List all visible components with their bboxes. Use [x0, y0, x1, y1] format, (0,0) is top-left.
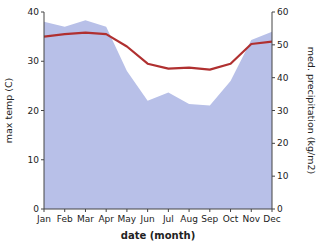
y-tick-label: 30 — [28, 56, 40, 66]
y2-tick — [272, 12, 275, 13]
y-tick — [41, 61, 44, 62]
x-tick — [168, 209, 169, 212]
x-tick — [209, 209, 210, 212]
x-tick-label: Nov — [242, 214, 260, 224]
x-tick-label: Dec — [263, 214, 280, 224]
axes: JanFebMarAprMayJunJulAugSepOctNovDec0102… — [28, 7, 289, 224]
y2-tick — [272, 209, 275, 210]
x-tick — [85, 209, 86, 212]
y2-tick-label: 10 — [277, 171, 289, 181]
x-tick-label: Feb — [57, 214, 73, 224]
x-tick — [251, 209, 252, 212]
y2-tick-label: 60 — [277, 7, 289, 17]
x-tick — [126, 209, 127, 212]
chart-svg: JanFebMarAprMayJunJulAugSepOctNovDec0102… — [0, 0, 318, 247]
x-tick — [147, 209, 148, 212]
chart-container: JanFebMarAprMayJunJulAugSepOctNovDec0102… — [0, 0, 318, 247]
x-tick-label: Jul — [162, 214, 174, 224]
y2-tick — [272, 143, 275, 144]
y-tick-label: 40 — [28, 7, 40, 17]
x-tick — [106, 209, 107, 212]
x-axis-title: date (month) — [121, 230, 195, 241]
y-tick — [41, 209, 44, 210]
y2-tick-label: 40 — [277, 73, 289, 83]
x-tick-label: Jan — [36, 214, 51, 224]
x-tick-label: Jun — [140, 214, 155, 224]
x-axis-line — [44, 209, 272, 210]
y-tick-label: 20 — [28, 106, 40, 116]
temp-line — [44, 33, 272, 70]
y-tick-label: 10 — [28, 155, 40, 165]
x-tick-label: Oct — [223, 214, 239, 224]
x-tick — [189, 209, 190, 212]
y-tick-label: 0 — [33, 204, 39, 214]
y2-tick-label: 50 — [277, 40, 289, 50]
y2-tick — [272, 110, 275, 111]
precip-area — [44, 20, 272, 209]
x-tick — [230, 209, 231, 212]
x-tick-label: Apr — [98, 214, 114, 224]
y2-axis-title: med. precipitation (kg/m2) — [306, 47, 317, 174]
y-axis-title: max temp (C) — [3, 78, 14, 144]
y2-tick — [272, 176, 275, 177]
y2-tick — [272, 44, 275, 45]
y2-tick — [272, 77, 275, 78]
y-tick — [41, 110, 44, 111]
y2-tick-label: 30 — [277, 106, 289, 116]
marks — [44, 20, 272, 209]
y-tick — [41, 159, 44, 160]
x-tick-label: May — [118, 214, 137, 224]
x-tick-label: Sep — [201, 214, 218, 224]
x-tick-label: Mar — [77, 214, 94, 224]
x-tick — [64, 209, 65, 212]
y2-tick-label: 0 — [277, 204, 283, 214]
y-tick — [41, 12, 44, 13]
x-tick-label: Aug — [180, 214, 198, 224]
y2-tick-label: 20 — [277, 138, 289, 148]
